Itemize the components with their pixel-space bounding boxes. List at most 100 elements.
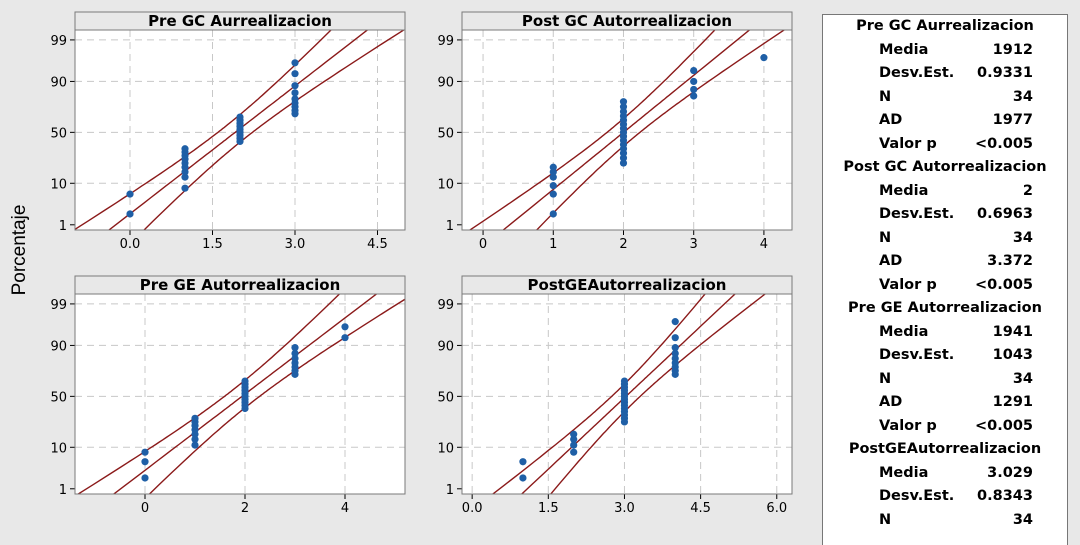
y-tick-label: 90 — [437, 339, 454, 354]
stats-section-title: Post GC Autorrealizacion — [843, 159, 1047, 175]
data-point — [291, 344, 299, 352]
data-points — [519, 318, 679, 482]
y-gridlines: 1 10 50 90 99 — [437, 298, 792, 498]
stats-row: Media 3.029 — [823, 465, 1067, 487]
x-tick-label: 2 — [241, 501, 249, 516]
data-point — [191, 414, 199, 422]
data-point — [690, 77, 698, 86]
stats-section-title: PostGEAutorrealizacion — [848, 441, 1042, 457]
lower-ci-line — [491, 294, 706, 494]
y-tick-label: 50 — [50, 126, 67, 141]
data-point — [549, 210, 557, 218]
stats-value: 1291 — [992, 394, 1033, 410]
stats-label: Media — [879, 41, 929, 58]
data-point — [570, 435, 578, 443]
stats-value: 34 — [1012, 88, 1033, 105]
y-gridlines: 1 10 50 90 99 — [50, 298, 405, 498]
y-tick-label: 10 — [437, 441, 454, 456]
stats-label: N — [879, 511, 892, 528]
plot-panel-2: 1 10 50 90 99 0 1 2 3 4 Post GC Autorrealizacion — [437, 11, 793, 252]
stats-value: 0.8343 — [977, 488, 1033, 504]
data-point — [291, 349, 299, 358]
y-tick-label: 10 — [437, 177, 454, 192]
stats-value: 2 — [1022, 182, 1033, 199]
data-point — [141, 448, 149, 456]
y-tick-label: 99 — [50, 298, 67, 313]
data-point — [519, 474, 527, 482]
y-tick-label: 90 — [50, 75, 67, 90]
data-point — [141, 474, 149, 482]
y-tick-label: 90 — [437, 75, 454, 90]
plot-title: Pre GE Autorrealizacion — [140, 276, 341, 294]
data-point — [181, 184, 189, 192]
stats-row: Desv.Est. 1043 — [823, 347, 1067, 369]
stats-value: 3.029 — [987, 464, 1033, 481]
stats-value: <0.005 — [974, 276, 1033, 293]
x-tick-label: 1.5 — [538, 501, 559, 516]
data-point — [570, 441, 578, 449]
stats-row: Media 1912 — [823, 42, 1067, 64]
data-point — [291, 95, 299, 103]
data-point — [141, 458, 149, 466]
x-tick-label: 3 — [690, 237, 698, 252]
plot-panel-3: 1 10 50 90 99 0 2 4 Pre GE Autorrealizacion — [50, 275, 406, 516]
plot-frame — [74, 11, 406, 231]
stats-row: Valor p <0.005 — [823, 277, 1067, 299]
stats-value: 34 — [1012, 511, 1033, 528]
y-tick-label: 99 — [50, 34, 67, 49]
upper-ci-line — [143, 30, 405, 230]
data-point — [236, 113, 244, 121]
stats-label: Valor p — [879, 417, 937, 434]
data-point — [291, 82, 299, 90]
data-point — [341, 323, 349, 331]
stats-row: Desv.Est. 0.6963 — [823, 206, 1067, 228]
x-tick-label: 0.0 — [462, 501, 483, 516]
plot-frame — [74, 275, 406, 495]
stats-value: 34 — [1012, 229, 1033, 246]
x-tick-label: 6.0 — [766, 501, 787, 516]
data-point — [549, 173, 557, 181]
data-point — [671, 318, 679, 326]
plot-header — [75, 12, 405, 30]
lower-ci-line — [75, 30, 332, 230]
y-tick-label: 99 — [437, 298, 454, 313]
plot-header — [462, 276, 792, 294]
stats-row: Media 1941 — [823, 324, 1067, 346]
data-points — [126, 59, 299, 218]
y-tick-label: 99 — [437, 34, 454, 49]
stats-value: 34 — [1012, 370, 1033, 387]
y-tick-label: 50 — [50, 390, 67, 405]
lower-ci-line — [76, 294, 341, 494]
stats-value: 1043 — [992, 347, 1033, 363]
data-point — [620, 377, 629, 385]
y-tick-label: 50 — [437, 390, 454, 405]
x-tick-label: 2 — [619, 237, 627, 252]
stats-value: 1977 — [992, 112, 1033, 128]
data-point — [126, 210, 134, 218]
stats-row: N 34 — [823, 512, 1067, 534]
plot-title: Post GC Autorrealizacion — [522, 12, 732, 30]
y-tick-label: 1 — [446, 483, 454, 498]
x-tick-label: 0 — [141, 501, 149, 516]
data-points — [549, 54, 768, 218]
stats-value: <0.005 — [974, 417, 1033, 434]
data-points — [141, 323, 349, 482]
data-point — [191, 435, 199, 443]
plot-frame — [461, 11, 793, 231]
stats-label: Media — [879, 323, 929, 340]
x-tick-label: 4.5 — [367, 237, 388, 252]
data-point — [291, 70, 299, 78]
stats-label: AD — [879, 112, 903, 128]
data-point — [671, 344, 679, 352]
stats-label: Desv.Est. — [879, 488, 955, 504]
data-point — [191, 441, 199, 449]
data-point — [549, 163, 557, 171]
data-point — [291, 354, 299, 363]
data-point — [570, 430, 578, 438]
data-point — [690, 66, 698, 75]
stats-label: Desv.Est. — [879, 206, 955, 222]
stats-value: 3.372 — [987, 253, 1033, 269]
stats-row: N 34 — [823, 230, 1067, 252]
upper-ci-line — [148, 298, 405, 494]
stats-label: Desv.Est. — [879, 65, 955, 81]
